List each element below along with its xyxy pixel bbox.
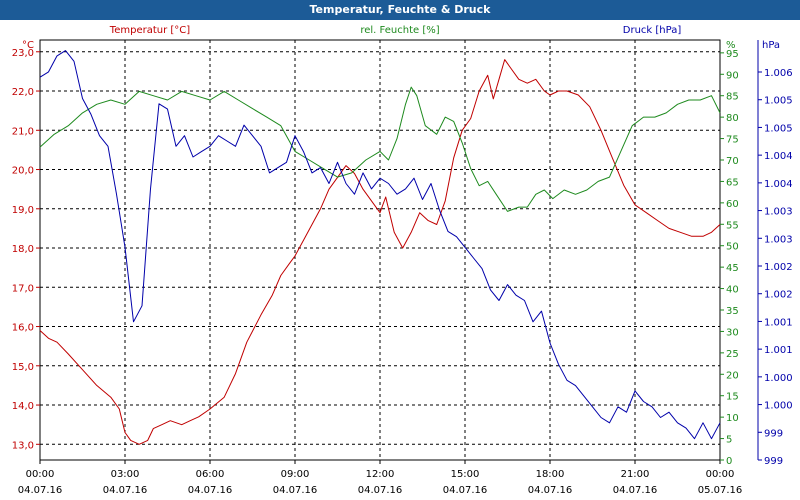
x-tick-label-date: 04.07.16 [528,485,573,496]
pressure-tick-label: 1.000 [764,373,793,384]
series-layer [39,50,721,445]
humidity-tick-label: 40 [726,285,739,296]
pressure-tick-label: 1.001 [764,317,793,328]
x-tick-label-date: 04.07.16 [613,485,658,496]
x-tick-label-date: 04.07.16 [443,485,488,496]
humidity-tick-label: 5 [726,435,732,446]
left-tick-label: 20,0 [12,166,34,177]
x-tick-label-time: 21:00 [621,469,650,480]
humidity-tick-label: 55 [726,220,739,231]
x-tick-label-time: 03:00 [111,469,140,480]
left-tick-label: 19,0 [12,205,34,216]
x-tick-label-time: 09:00 [281,469,310,480]
pressure-axis-unit: hPa [762,40,780,51]
left-tick-label: 22,0 [12,87,34,98]
humidity-tick-label: 10 [726,413,739,424]
humidity-tick-label: 30 [726,327,739,338]
pressure-tick-label: 1.004 [764,179,793,190]
series-line-humidity [39,86,721,212]
pressure-tick-label: 1.001 [764,345,793,356]
legend-humidity: rel. Feuchte [%] [360,25,439,36]
left-tick-label: 18,0 [12,244,34,255]
x-tick-label-time: 18:00 [536,469,565,480]
pressure-tick-label: 1.004 [764,151,793,162]
axis-layer: 00:00 04.07.16 03:00 04.07.16 06:00 04.07.16 0… [12,40,793,496]
chart-title: Temperatur, Feuchte & Druck [0,0,800,20]
x-tick-label-date: 04.07.16 [188,485,233,496]
left-tick-label: 16,0 [12,323,34,334]
x-tick-label-time: 15:00 [451,469,480,480]
legend-pressure: Druck [hPa] [623,25,682,36]
pressure-tick-label: 1.000 [764,401,793,412]
pressure-tick-label: 1.005 [764,96,793,107]
pressure-tick-label: 999 [764,428,783,439]
pressure-tick-label: 1.003 [764,207,793,218]
legend-temperature: Temperatur [°C] [109,25,190,36]
pressure-tick-label: 1.003 [764,234,793,245]
humidity-tick-label: 90 [726,70,739,81]
left-tick-label: 21,0 [12,126,34,137]
humidity-tick-label: 85 [726,92,739,103]
pressure-tick-label: 1.006 [764,68,793,79]
left-tick-label: 14,0 [12,401,34,412]
left-tick-label: 15,0 [12,362,34,373]
pressure-tick-label: 1.002 [764,262,793,273]
x-tick-label-date: 04.07.16 [18,485,63,496]
humidity-tick-label: 60 [726,199,739,210]
x-tick-label-date: 04.07.16 [358,485,403,496]
humidity-tick-label: 45 [726,263,739,274]
x-tick-label-date: 04.07.16 [103,485,148,496]
humidity-tick-label: 70 [726,156,739,167]
series-line-temperature [39,59,721,445]
x-tick-label-time: 00:00 [706,469,735,480]
left-tick-label: 17,0 [12,283,34,294]
humidity-tick-label: 20 [726,370,739,381]
chart-plot: 00:00 04.07.16 03:00 04.07.16 06:00 04.07.16 0… [12,25,793,496]
humidity-tick-label: 80 [726,113,739,124]
humidity-tick-label: 50 [726,242,739,253]
humidity-tick-label: 0 [726,456,732,467]
humidity-tick-label: 15 [726,392,739,403]
humidity-tick-label: 35 [726,306,739,317]
left-tick-label: 23,0 [12,48,34,59]
x-tick-label-time: 12:00 [366,469,395,480]
left-tick-label: 13,0 [12,440,34,451]
humidity-tick-label: 25 [726,349,739,360]
series-line-pressure [39,50,721,440]
humidity-tick-label: 95 [726,49,739,60]
humidity-axis-unit: % [726,40,736,51]
humidity-tick-label: 75 [726,135,739,146]
pressure-tick-label: 1.005 [764,123,793,134]
pressure-tick-label: 999 [764,456,783,467]
x-tick-label-time: 06:00 [196,469,225,480]
x-tick-label-date: 05.07.16 [698,485,743,496]
pressure-tick-label: 1.002 [764,290,793,301]
humidity-tick-label: 65 [726,177,739,188]
x-tick-label-time: 00:00 [26,469,55,480]
x-tick-label-date: 04.07.16 [273,485,318,496]
left-axis-unit: °C [22,40,34,51]
